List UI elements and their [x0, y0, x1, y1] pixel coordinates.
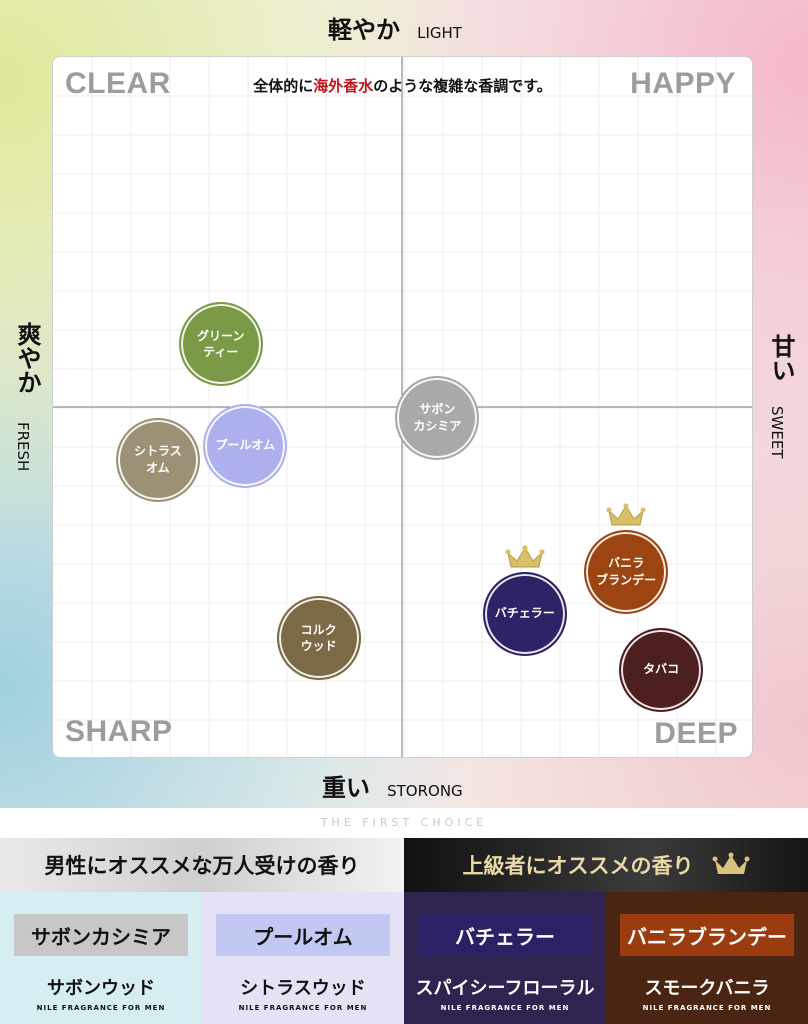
quadrant-deep: DEEP [654, 717, 738, 750]
axis-right-jp: 甘い [767, 334, 795, 382]
banner-advanced: 上級者にオススメの香り [404, 838, 808, 892]
product-scent: サボンウッド [47, 978, 155, 999]
crown-icon [712, 852, 749, 874]
point-label: シトラス オム [133, 444, 182, 475]
chart-card: CLEAR HAPPY SHARP DEEP 全体的に海外香水のような複雑な香調… [52, 56, 753, 758]
scatter-point: シトラス オム [115, 417, 200, 502]
footer-panel: THE FIRST CHOICE 男性にオススメな万人受けの香り 上級者にオスス… [0, 808, 808, 1024]
axis-bottom-en: STORONG [387, 782, 463, 800]
scatter-point: バニラ ブランデー [584, 529, 669, 614]
product-tile: バチェラースパイシーフローラル NILE FRAGRANCE FOR MEN [404, 892, 606, 1024]
product-name: サボンカシミア [14, 914, 188, 956]
point-label: コルク ウッド [300, 622, 337, 653]
subtitle-highlight: 海外香水 [313, 77, 374, 95]
point-label: サボン カシミア [413, 402, 462, 433]
banner-advanced-text: 上級者にオススメの香り [462, 854, 694, 878]
product-brand: NILE FRAGRANCE FOR MEN [642, 1004, 772, 1012]
crown-icon [606, 502, 646, 525]
product-brand: NILE FRAGRANCE FOR MEN [440, 1004, 570, 1012]
chart-subtitle: 全体的に海外香水のような複雑な香調です。 [53, 75, 752, 96]
product-name: バニラブランデー [620, 914, 794, 956]
scatter-point: サボン カシミア [395, 375, 480, 460]
quadrant-clear: CLEAR [65, 67, 171, 100]
axis-right-en: SWEET [768, 406, 786, 459]
scatter-point: グリーン ティー [178, 302, 263, 386]
product-tile: プールオムシトラスウッド NILE FRAGRANCE FOR MEN [202, 892, 404, 1024]
point-label: バニラ ブランデー [596, 556, 657, 587]
axis-top: 軽やか LIGHT [328, 10, 462, 45]
point-label: プールオム [215, 438, 276, 453]
footer-tagline: THE FIRST CHOICE [320, 816, 488, 829]
axis-left-jp: 爽やか [13, 322, 41, 394]
point-label: グリーン ティー [197, 328, 245, 359]
scatter-point: タバコ [619, 627, 704, 712]
axis-top-en: LIGHT [417, 24, 462, 42]
product-scent: スパイシーフローラル [415, 978, 595, 999]
quadrant-sharp: SHARP [65, 715, 173, 748]
axis-bottom: 重い STORONG [322, 768, 463, 803]
product-name: プールオム [216, 914, 390, 956]
scatter-point: バチェラー [482, 571, 567, 656]
banner-general: 男性にオススメな万人受けの香り [0, 838, 404, 892]
crown-icon [505, 544, 545, 567]
product-scent: シトラスウッド [240, 978, 366, 999]
product-tile: サボンカシミアサボンウッド NILE FRAGRANCE FOR MEN [0, 892, 202, 1024]
quadrant-happy: HAPPY [630, 67, 736, 100]
axis-left-en: FRESH [14, 422, 32, 472]
product-brand: NILE FRAGRANCE FOR MEN [36, 1004, 166, 1012]
subtitle-after: のような複雑な香調です。 [373, 77, 552, 95]
scatter-point: プールオム [203, 403, 288, 488]
subtitle-before: 全体的に [253, 77, 314, 95]
axis-top-jp: 軽やか [328, 16, 400, 44]
product-scent: スモークバニラ [644, 978, 770, 999]
product-brand: NILE FRAGRANCE FOR MEN [238, 1004, 368, 1012]
product-name: バチェラー [418, 914, 592, 956]
point-label: バチェラー [494, 606, 555, 621]
product-tile: バニラブランデースモークバニラ NILE FRAGRANCE FOR MEN [606, 892, 808, 1024]
point-label: タバコ [643, 662, 680, 677]
scatter-point: コルク ウッド [276, 596, 361, 680]
banner-general-text: 男性にオススメな万人受けの香り [44, 854, 360, 878]
axis-bottom-jp: 重い [322, 774, 370, 802]
